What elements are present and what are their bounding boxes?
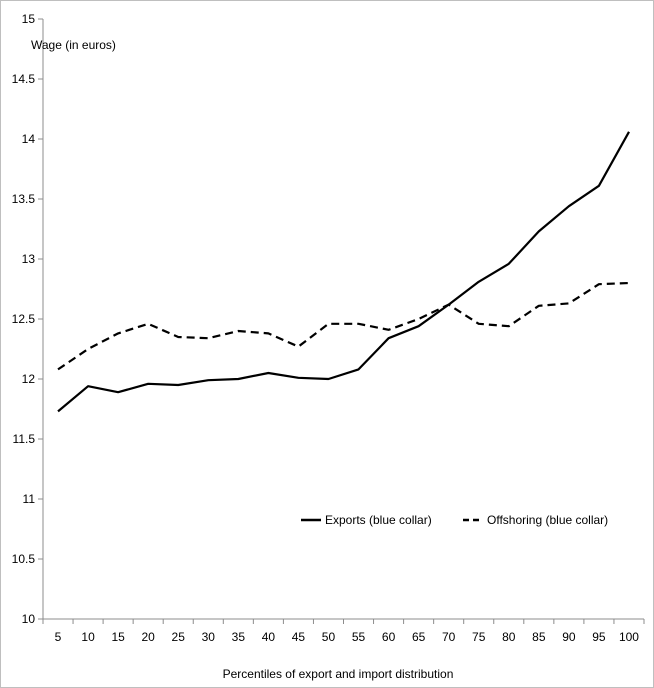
x-tick-label: 50	[322, 630, 336, 644]
x-tick-label: 15	[111, 630, 125, 644]
x-tick-label: 30	[202, 630, 216, 644]
series-layer	[57, 131, 630, 413]
x-tick-label: 20	[141, 630, 155, 644]
x-tick-label: 60	[382, 630, 396, 644]
legend-label-offshoring: Offshoring (blue collar)	[487, 513, 608, 527]
x-tick-group: 5 10 15 20 25 30 35 40 45 50 55 60 65 70 75 80 85 90 95 100	[42, 619, 645, 644]
y-tick-label: 13.5	[12, 192, 36, 206]
legend-label-exports: Exports (blue collar)	[325, 513, 432, 527]
series-line-offshoring	[57, 281, 630, 371]
legend: Exports (blue collar) Offshoring (blue c…	[301, 513, 608, 527]
y-axis-label: Wage (in euros)	[31, 38, 116, 52]
y-tick-label: 12	[22, 372, 36, 386]
x-tick-label: 40	[262, 630, 276, 644]
x-tick-label: 25	[172, 630, 186, 644]
y-tick-label: 15	[22, 12, 36, 26]
y-tick-label: 12.5	[12, 312, 36, 326]
y-tick-label: 13	[22, 252, 36, 266]
x-tick-label: 70	[442, 630, 456, 644]
y-tick-label: 14.5	[12, 72, 36, 86]
y-tick-label: 11	[23, 492, 36, 506]
x-tick-label: 65	[412, 630, 426, 644]
x-tick-label: 55	[352, 630, 366, 644]
x-axis-label: Percentiles of export and import distrib…	[223, 667, 454, 681]
x-tick-label: 85	[532, 630, 546, 644]
x-tick-label: 90	[562, 630, 576, 644]
series-line-exports	[57, 131, 630, 413]
y-tick-label: 10.5	[12, 552, 36, 566]
x-tick-label: 100	[619, 630, 639, 644]
axes	[42, 19, 644, 620]
y-tick-label: 14	[22, 132, 36, 146]
y-tick-label: 10	[22, 612, 36, 626]
x-tick-label: 80	[502, 630, 516, 644]
x-tick-label: 10	[81, 630, 95, 644]
x-tick-label: 75	[472, 630, 486, 644]
x-tick-label: 35	[232, 630, 246, 644]
x-tick-label: 45	[292, 630, 306, 644]
x-tick-label: 5	[55, 630, 62, 644]
x-tick-label: 95	[592, 630, 606, 644]
y-tick-group: 10 10.5 11 11.5 12 12.5 13 13.5 14 14.5 15	[12, 12, 43, 626]
y-tick-label: 11.5	[13, 432, 36, 446]
